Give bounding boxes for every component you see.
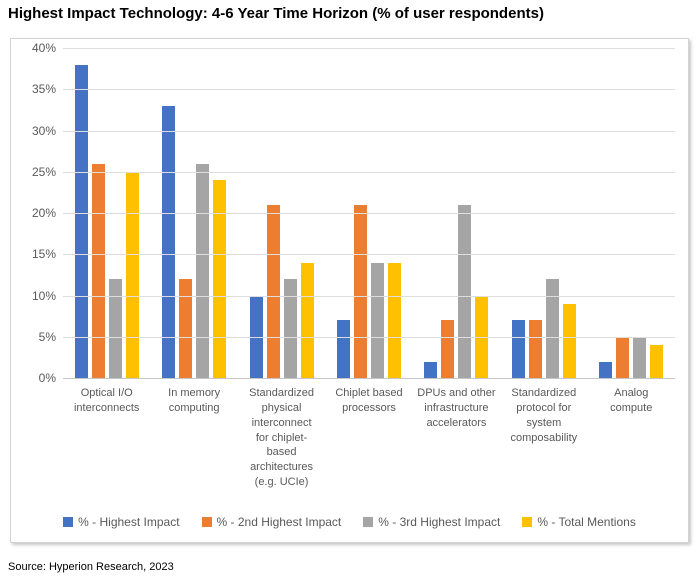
x-category-label: In memory computing	[168, 387, 221, 414]
gridline	[63, 336, 675, 338]
bar	[196, 163, 210, 378]
gridline	[63, 295, 675, 297]
source-note: Source: Hyperion Research, 2023	[8, 561, 174, 573]
y-tick-label: 40%	[31, 41, 56, 55]
bar	[562, 303, 576, 378]
legend-item: % - Highest Impact	[63, 515, 180, 529]
bar	[353, 204, 367, 378]
gridline	[63, 213, 675, 214]
bar	[74, 64, 88, 378]
bar	[370, 262, 384, 378]
chart-legend: % - Highest Impact % - 2nd Highest Impact…	[11, 515, 688, 529]
y-tick-label: 5%	[38, 329, 56, 344]
y-tick-label: 25%	[31, 164, 56, 179]
legend-item: % - 3rd Highest Impact	[363, 515, 500, 529]
legend-swatch-icon	[63, 517, 74, 527]
x-category-label: Optical I/O interconnects	[73, 387, 140, 414]
x-category-label: Analog compute	[610, 387, 653, 414]
bar-group	[63, 48, 150, 378]
y-tick-label: 15%	[31, 247, 56, 262]
legend-label: % - Total Mentions	[537, 515, 636, 529]
bar	[633, 336, 647, 378]
legend-label: % - 2nd Highest Impact	[216, 515, 342, 529]
gridline	[63, 48, 675, 49]
legend-swatch-icon	[201, 517, 212, 527]
legend-item: % - Total Mentions	[522, 515, 636, 529]
y-tick-label: 10%	[31, 288, 56, 303]
bar	[599, 361, 613, 378]
bar	[283, 279, 297, 378]
x-axis-line	[63, 378, 675, 379]
page-title: Highest Impact Technology: 4-6 Year Time…	[8, 5, 544, 22]
legend-label: % - Highest Impact	[78, 515, 180, 529]
bar-group	[588, 48, 675, 378]
y-tick-label: 0%	[38, 371, 56, 385]
bar	[545, 279, 559, 378]
bar	[125, 171, 139, 378]
bar-groups	[63, 48, 675, 378]
legend-label: % - 3rd Highest Impact	[378, 515, 501, 529]
bar	[162, 105, 176, 378]
bar	[387, 262, 401, 378]
x-category-label: Standardized protocol for system composa…	[510, 387, 578, 444]
bar	[179, 279, 193, 378]
legend-item: % - 2nd Highest Impact	[201, 515, 342, 529]
x-axis-labels: Optical I/O interconnects In memory compu…	[63, 386, 675, 490]
x-category-label: Standardized physical interconnect for c…	[249, 387, 314, 489]
bar	[616, 336, 630, 378]
bar	[336, 320, 350, 378]
legend-swatch-icon	[363, 517, 374, 527]
bar	[266, 204, 280, 378]
bar	[458, 204, 472, 378]
bar	[108, 279, 122, 378]
x-category-label: DPUs and other infrastructure accelerato…	[417, 387, 496, 429]
gridline	[63, 89, 675, 91]
bar	[511, 320, 525, 378]
y-tick-label: 20%	[31, 206, 56, 220]
bar-group	[500, 48, 587, 378]
gridline	[63, 254, 675, 256]
y-tick-label: 30%	[31, 123, 56, 138]
gridline	[63, 171, 675, 173]
y-tick-label: 35%	[31, 82, 56, 97]
bar	[213, 180, 227, 378]
bar	[528, 320, 542, 378]
bar	[650, 345, 664, 378]
bar-group	[413, 48, 500, 378]
bar	[441, 320, 455, 378]
bar-group	[150, 48, 237, 378]
gridline	[63, 130, 675, 132]
bar	[300, 262, 314, 378]
x-category-label: Chiplet based processors	[335, 387, 403, 414]
bar-group	[325, 48, 412, 378]
chart-container: 0% 5% 10% 15% 20% 25% 30% 35% 40% Optical I/O in…	[10, 38, 689, 543]
bar	[91, 163, 105, 378]
bar	[424, 361, 438, 378]
legend-swatch-icon	[522, 517, 533, 527]
plot-area: 0% 5% 10% 15% 20% 25% 30% 35% 40%	[32, 41, 675, 385]
